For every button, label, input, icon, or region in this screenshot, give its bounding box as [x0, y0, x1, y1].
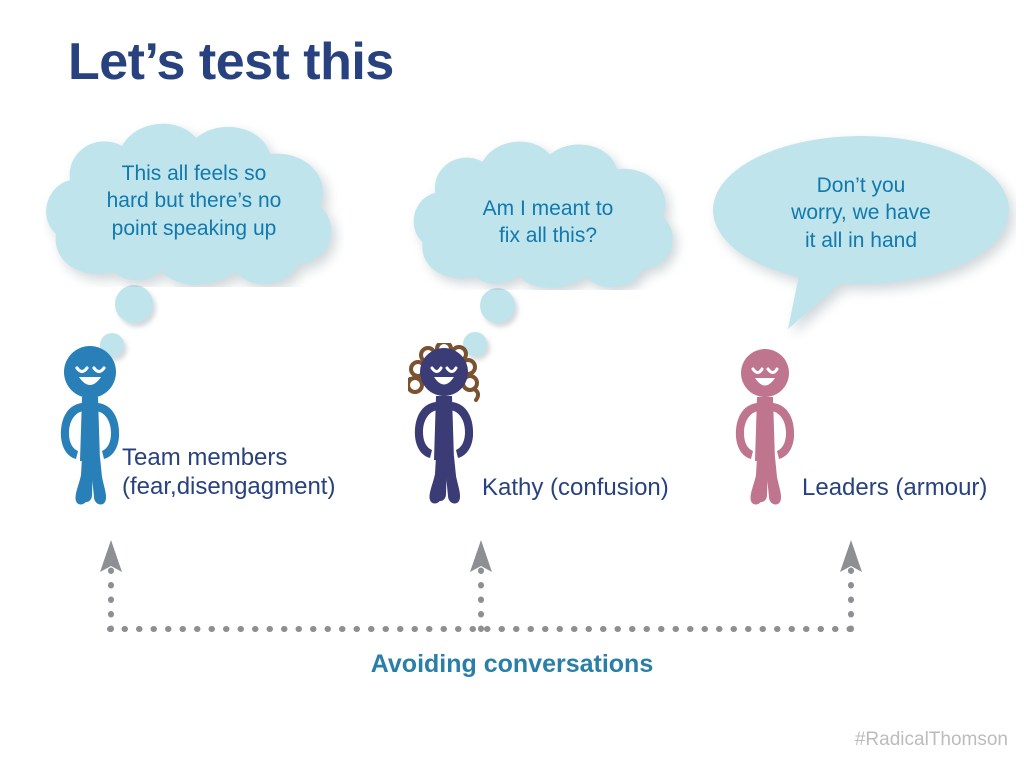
thought-cloud-team-members-text: This all feels so hard but there’s no po…	[106, 162, 282, 240]
figure-label-leaders: Leaders (armour)	[802, 474, 988, 501]
stick-figure-team-members	[52, 345, 130, 510]
thought-dot-large-kathy	[480, 288, 515, 323]
hashtag-watermark: #RadicalThomson	[854, 729, 1008, 750]
axis-caption: Avoiding conversations	[370, 650, 654, 678]
figure-label-team-members: Team members (fear,disengagment)	[122, 444, 336, 500]
figure-label-kathy: Kathy (confusion)	[482, 474, 669, 501]
thought-cloud-kathy-text: Am I meant to fix all this?	[482, 197, 614, 248]
thought-cloud-kathy	[408, 140, 688, 290]
page-title: Let’s test this	[68, 33, 394, 91]
speech-oval-leaders	[706, 133, 1016, 343]
stick-figure-leaders	[729, 348, 803, 508]
thought-cloud-team-members	[44, 122, 344, 287]
stick-figure-kathy	[408, 343, 490, 511]
thought-dot-large-team-members	[115, 285, 153, 323]
speech-oval-leaders-text: Don’t you worry, we have it all in hand	[791, 174, 931, 252]
